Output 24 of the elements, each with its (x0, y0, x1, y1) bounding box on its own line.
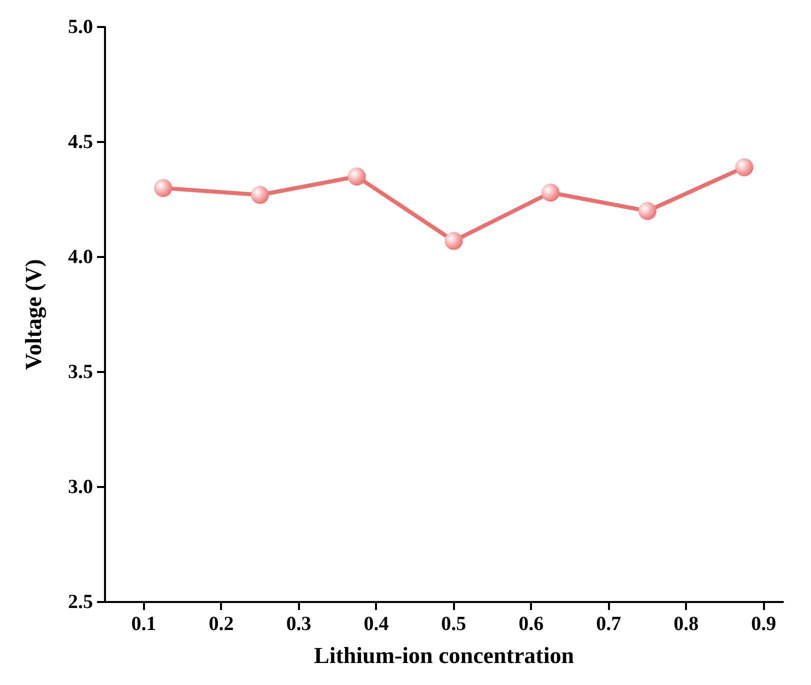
point (444, 232, 463, 250)
point (250, 186, 269, 204)
point (542, 184, 560, 202)
y-tick-label: 4.5 (68, 131, 93, 153)
point (638, 202, 656, 220)
y-tick-label: 5.0 (68, 16, 93, 38)
point (348, 168, 366, 186)
point (735, 158, 754, 176)
y-tick-label: 3.5 (68, 361, 93, 383)
x-tick-label: 0.5 (441, 613, 466, 635)
x-tick-label: 0.2 (208, 613, 234, 635)
x-axis-title: Lithium-ion concentration (314, 643, 574, 668)
y-axis-title: Voltage (V) (21, 259, 47, 370)
y-tick-label: 2.5 (68, 591, 93, 613)
y-tick-label: 3.0 (68, 476, 93, 498)
x-tick-label: 0.1 (131, 613, 156, 635)
x-tick-label: 0.3 (286, 613, 312, 635)
x-tick-label: 0.6 (518, 613, 544, 635)
y-tick-label: 4.0 (68, 246, 93, 268)
x-tick-label: 0.9 (751, 613, 776, 635)
point (154, 179, 172, 197)
x-tick-label: 0.8 (674, 613, 699, 635)
x-tick-label: 0.7 (596, 613, 622, 635)
x-tick-label: 0.4 (364, 613, 389, 635)
